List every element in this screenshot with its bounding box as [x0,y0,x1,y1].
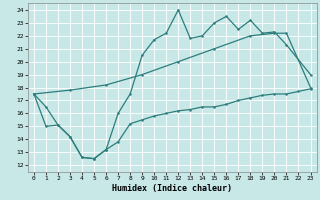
X-axis label: Humidex (Indice chaleur): Humidex (Indice chaleur) [112,184,232,193]
